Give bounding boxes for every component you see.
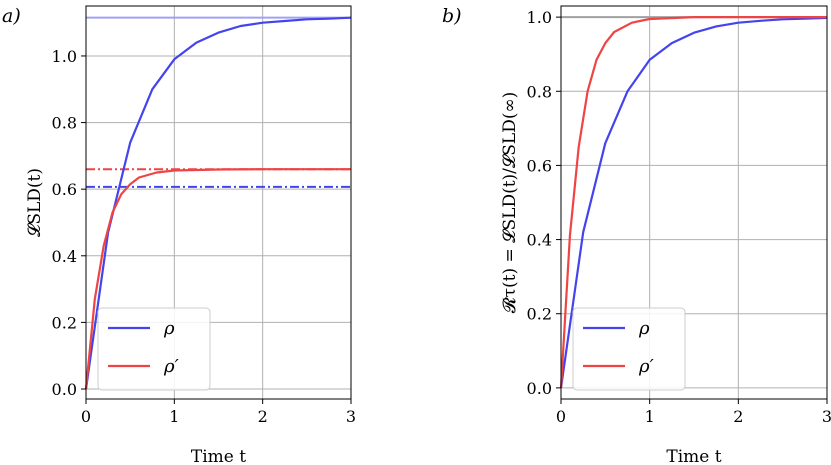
panel-a-frame [85,5,352,400]
panel-b-x-tick-label: 3 [822,407,831,426]
legend-label-rho: ρ [638,318,650,339]
panel-b-ticks [556,16,828,404]
legend-box [572,307,686,391]
panel-a-y-tick-label: 0.8 [52,114,77,133]
series-line-rho-prime [84,168,351,390]
panel-b-label: b) [442,5,462,27]
panel-b-y-tick-label: 1.0 [527,8,552,27]
panel-a-x-tick-labels: 0 1 2 3 [81,407,356,426]
series-line-rho [84,16,352,390]
panel-b-y-tick-label: 0.4 [527,231,552,250]
panel-b-y-tick-label: 0.8 [527,82,552,101]
panel-a-x-tick-label: 1 [169,407,179,426]
panel-b: b) 0 1 2 3 0.0 0.2 0.4 0.6 0.8 1.0 Time … [442,5,831,465]
panel-a-x-axis-label: Time t [191,447,246,465]
legend-box [97,307,211,391]
panel-b-frame [560,5,828,400]
panel-a-x-tick-label: 2 [258,407,268,426]
panel-a-x-tick-label: 0 [81,407,91,426]
series-line-rho-prime [559,16,827,388]
panel-a: a) 0 1 2 3 0.0 0.2 0.4 0.6 0.8 1.0 Time … [2,5,356,465]
panel-a-series [84,16,352,390]
panel-b-x-tick-label: 1 [645,407,655,426]
legend-label-rho: ρ [163,318,175,339]
panel-a-legend: ρ ρ′ [97,307,211,391]
panel-a-y-tick-label: 0.4 [52,247,77,266]
panel-a-y-tick-label: 0.6 [52,180,77,199]
legend-label-rho-prime: ρ′ [163,356,179,377]
panel-b-y-axis-label: 𝓡τ(t) = 𝓛SLD(t)/𝓛SLD(∞) [500,92,520,314]
panel-a-y-axis-label: 𝓛SLD(t) [25,168,45,237]
panel-a-y-tick-label: 0.0 [52,380,77,399]
panel-b-x-tick-label: 2 [733,407,743,426]
panel-b-x-tick-labels: 0 1 2 3 [556,407,831,426]
panel-a-label: a) [2,5,21,27]
series-line-rho [559,16,828,389]
panel-a-y-tick-label: 1.0 [52,47,77,66]
panel-b-y-tick-labels: 0.0 0.2 0.4 0.6 0.8 1.0 [527,8,552,398]
panel-a-x-tick-label: 3 [346,407,356,426]
panel-b-legend: ρ ρ′ [572,307,686,391]
panel-a-y-tick-label: 0.2 [52,313,77,332]
panel-b-y-tick-label: 0.0 [527,379,552,398]
panel-a-ticks [81,55,352,404]
panel-b-series [559,16,828,389]
panel-b-x-tick-label: 0 [556,407,566,426]
panel-b-y-tick-label: 0.6 [527,156,552,175]
legend-label-rho-prime: ρ′ [638,356,654,377]
panel-a-y-tick-labels: 0.0 0.2 0.4 0.6 0.8 1.0 [52,47,77,399]
panel-b-y-tick-label: 0.2 [527,305,552,324]
panel-b-x-axis-label: Time t [666,447,721,465]
